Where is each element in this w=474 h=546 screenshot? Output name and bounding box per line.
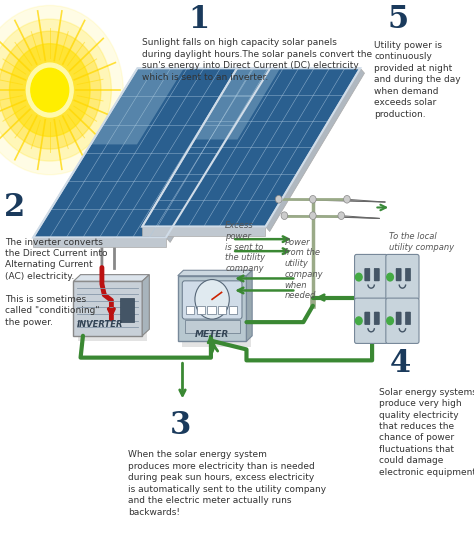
FancyBboxPatch shape: [186, 306, 194, 314]
FancyBboxPatch shape: [229, 306, 237, 314]
Polygon shape: [166, 68, 274, 242]
Polygon shape: [33, 238, 166, 247]
Polygon shape: [178, 270, 252, 276]
FancyBboxPatch shape: [197, 306, 205, 314]
FancyBboxPatch shape: [73, 281, 142, 336]
Text: The inverter converts
the Direct Current into
Alternating Current
(AC) electrici: The inverter converts the Direct Current…: [5, 238, 107, 327]
Circle shape: [0, 31, 101, 149]
Circle shape: [338, 212, 345, 219]
Polygon shape: [246, 270, 252, 341]
Circle shape: [31, 68, 69, 112]
Circle shape: [0, 19, 111, 161]
Text: 4: 4: [390, 348, 411, 378]
FancyBboxPatch shape: [374, 312, 379, 324]
FancyBboxPatch shape: [374, 268, 379, 281]
FancyBboxPatch shape: [386, 298, 419, 343]
FancyBboxPatch shape: [185, 321, 240, 334]
Text: INVERTER: INVERTER: [76, 321, 123, 329]
FancyBboxPatch shape: [405, 312, 410, 324]
Circle shape: [27, 63, 73, 117]
FancyBboxPatch shape: [365, 268, 370, 281]
Circle shape: [0, 5, 123, 175]
FancyBboxPatch shape: [396, 268, 401, 281]
Text: When the solar energy system
produces more electricity than is needed
during pea: When the solar energy system produces mo…: [128, 450, 326, 517]
Polygon shape: [91, 68, 184, 144]
Circle shape: [310, 212, 316, 219]
FancyBboxPatch shape: [208, 306, 216, 314]
FancyBboxPatch shape: [120, 298, 134, 322]
FancyBboxPatch shape: [396, 312, 401, 324]
Circle shape: [356, 274, 362, 281]
Polygon shape: [142, 68, 360, 227]
Text: 5: 5: [388, 4, 409, 34]
Polygon shape: [265, 68, 365, 232]
Circle shape: [275, 195, 282, 203]
Text: 2: 2: [4, 192, 25, 223]
Text: Utility power is
continuously
provided at night
and during the day
when demand
e: Utility power is continuously provided a…: [374, 41, 461, 118]
Text: 1: 1: [189, 4, 210, 34]
Polygon shape: [142, 275, 149, 336]
Circle shape: [387, 274, 393, 281]
Polygon shape: [73, 275, 149, 281]
Circle shape: [344, 195, 350, 203]
Text: Power
from the
utility
company
when
needed: Power from the utility company when need…: [284, 238, 323, 300]
Circle shape: [195, 280, 229, 319]
FancyBboxPatch shape: [178, 276, 246, 341]
Text: Excess
power
is sent to
the utility
company: Excess power is sent to the utility comp…: [225, 221, 265, 273]
Polygon shape: [33, 68, 270, 238]
Circle shape: [387, 317, 393, 324]
FancyBboxPatch shape: [405, 268, 410, 281]
Text: To the local
utility company: To the local utility company: [389, 232, 454, 252]
Text: Sunlight falls on high capacity solar panels
during daylight hours.The solar pan: Sunlight falls on high capacity solar pa…: [142, 38, 372, 81]
FancyBboxPatch shape: [386, 254, 419, 300]
Polygon shape: [194, 68, 280, 140]
Polygon shape: [142, 227, 265, 236]
FancyBboxPatch shape: [182, 281, 242, 319]
FancyBboxPatch shape: [355, 298, 388, 343]
FancyBboxPatch shape: [355, 254, 388, 300]
Text: METER: METER: [195, 330, 229, 339]
Circle shape: [356, 317, 362, 324]
Circle shape: [281, 212, 288, 219]
FancyBboxPatch shape: [365, 312, 370, 324]
Circle shape: [310, 195, 316, 203]
Text: 3: 3: [169, 411, 191, 441]
Polygon shape: [78, 287, 147, 341]
Circle shape: [9, 44, 90, 136]
Polygon shape: [182, 281, 251, 347]
FancyBboxPatch shape: [218, 306, 227, 314]
Text: Solar energy systems
produce very high
quality electricity
that reduces the
chan: Solar energy systems produce very high q…: [379, 388, 474, 477]
